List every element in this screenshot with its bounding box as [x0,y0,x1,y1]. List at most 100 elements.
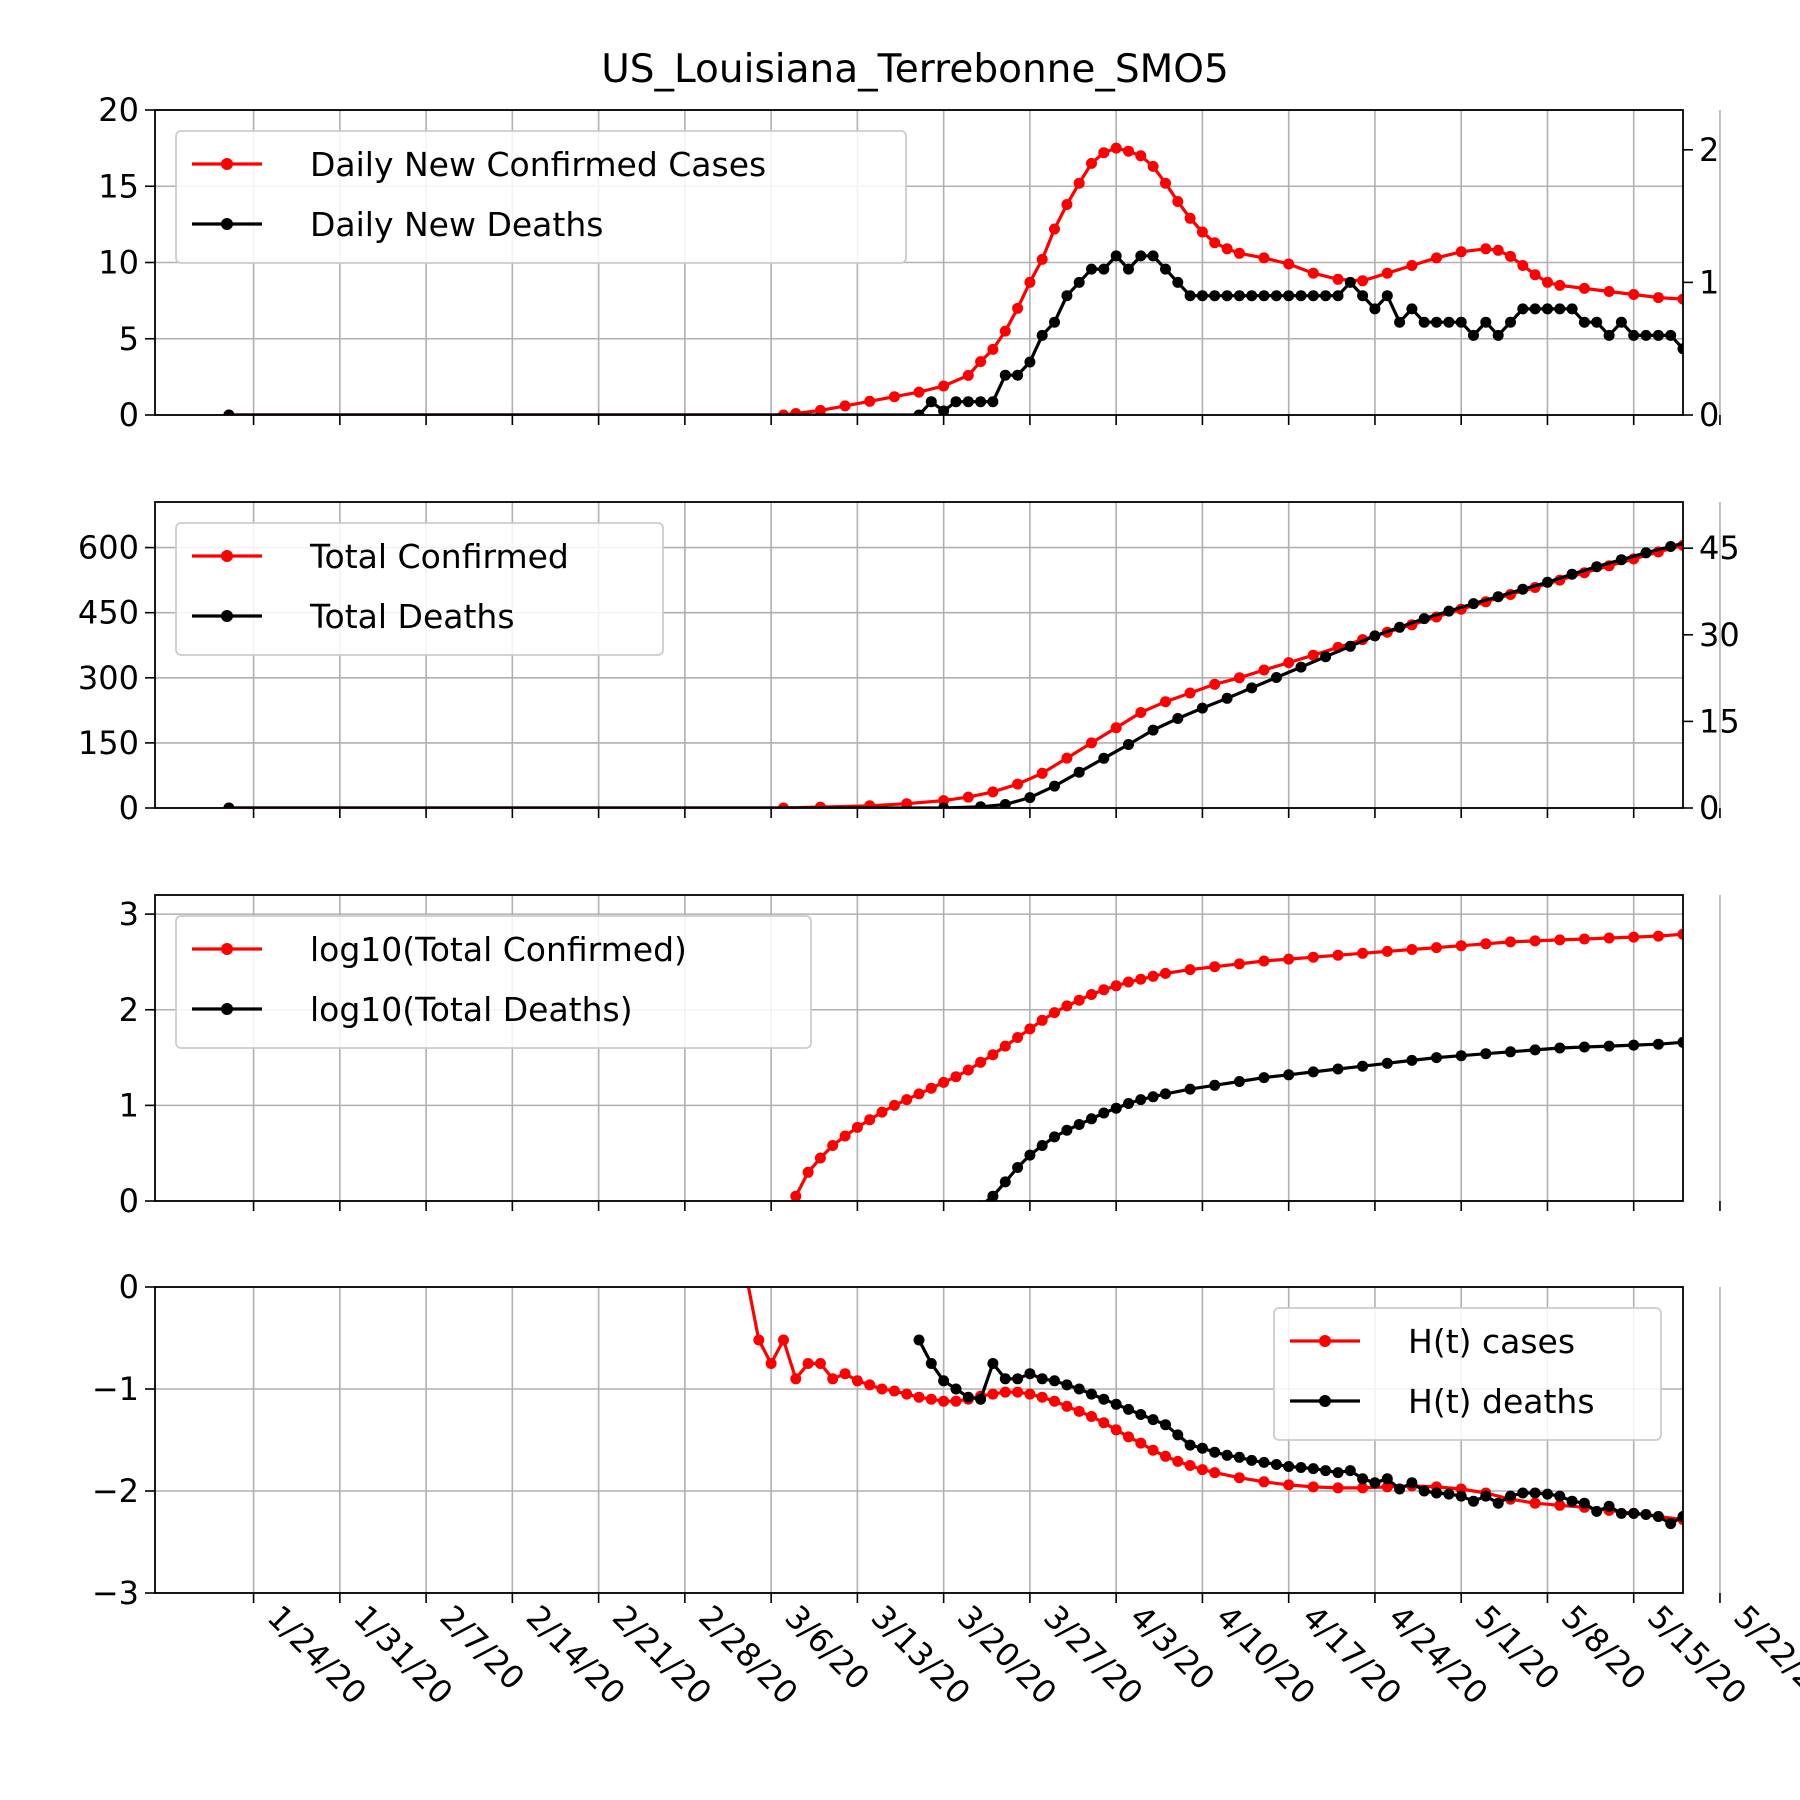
legend-label: Total Confirmed [309,537,569,576]
legend-label: log10(Total Confirmed) [310,930,687,969]
y2-tick-label: 45 [1699,529,1740,567]
data-point [1677,343,1683,355]
data-point [1258,1456,1270,1468]
data-point [1357,1482,1369,1494]
data-point [1147,1091,1159,1103]
data-point [1492,1497,1504,1509]
data-point [1258,955,1270,967]
data-point [1307,951,1319,963]
data-point [1615,1507,1627,1519]
data-point [1529,1487,1541,1499]
data-point [1098,984,1110,996]
data-point [1135,707,1147,718]
data-point [1233,958,1245,970]
data-point [1036,1140,1048,1151]
data-point [1603,329,1615,341]
data-point [802,1166,814,1178]
data-point [1295,1462,1307,1473]
data-point [1468,598,1479,610]
data-point [975,801,987,808]
data-point [1098,752,1110,764]
data-point [962,1064,974,1076]
data-point [1233,1451,1245,1463]
series-group [223,142,1683,415]
data-point [999,799,1011,808]
data-point [999,1040,1011,1052]
series-deaths [977,1036,1683,1201]
y-tick-label: 0 [119,1182,139,1220]
data-point [1270,1459,1282,1470]
y-tick-label: 2 [119,991,139,1029]
data-point [1381,290,1393,302]
data-point [1283,1069,1295,1081]
data-point [938,1076,950,1088]
data-point [1628,931,1640,943]
data-point [962,396,974,408]
data-point [1603,1500,1615,1512]
data-point [1061,1000,1073,1012]
data-point [1443,1488,1455,1500]
data-point [1209,290,1221,302]
data-point [1554,1042,1566,1054]
data-point [1307,649,1319,661]
data-point [876,1106,888,1118]
data-point [1135,250,1147,262]
legend-box [175,915,812,1049]
data-point [1270,672,1282,683]
data-point [1455,1050,1467,1062]
data-point [814,1358,826,1369]
data-point [814,404,826,415]
data-point [950,1071,962,1083]
series-deaths [223,541,1683,808]
data-point [1135,973,1147,985]
data-point [1160,1450,1171,1462]
data-point [1455,316,1467,328]
data-point [1049,1395,1060,1407]
data-point [1492,329,1504,341]
data-point [1098,1107,1110,1119]
data-point [1517,303,1529,315]
series-cases [790,928,1683,1201]
data-point [1160,967,1171,979]
legend-entry: Total Confirmed [192,537,569,576]
data-point [1307,290,1319,302]
data-point [1221,1449,1233,1461]
data-point [1332,273,1344,285]
data-point [1086,1388,1097,1400]
data-point [1480,243,1492,255]
data-point [1049,316,1060,328]
data-point [1406,1054,1418,1066]
data-point [1677,1511,1683,1522]
data-point [1184,1439,1196,1451]
data-point [1566,1495,1578,1507]
series-cases [223,142,1683,415]
data-point [1665,329,1677,341]
data-point [1147,1414,1159,1426]
data-point [1418,613,1430,625]
y-tick-label: 20 [98,91,139,129]
legend: H(t) cases H(t) deaths [1273,1307,1662,1441]
data-point [1480,316,1492,328]
data-point [1332,1467,1344,1479]
series-group [223,539,1683,808]
data-point [1246,290,1258,302]
legend-entry: log10(Total Deaths) [192,990,633,1029]
data-point [975,1056,987,1068]
data-point [1024,792,1036,804]
axes-frame [154,894,1684,1202]
data-point [1320,1465,1332,1477]
data-point [938,405,950,415]
data-point [913,409,925,415]
legend-label: log10(Total Deaths) [310,990,633,1029]
data-point [1073,1383,1085,1395]
data-point [223,802,235,808]
data-point [1061,290,1073,302]
data-point [1295,661,1307,673]
data-point [1307,1066,1319,1078]
data-point [1073,276,1085,288]
data-point [1073,177,1085,189]
panel-log: 0 1 2 3 log10(Total Confirmed) log10(Total De… [119,894,1721,1220]
data-point [1652,292,1664,304]
data-point [1160,263,1171,275]
y-tick-label: −1 [92,1370,139,1408]
